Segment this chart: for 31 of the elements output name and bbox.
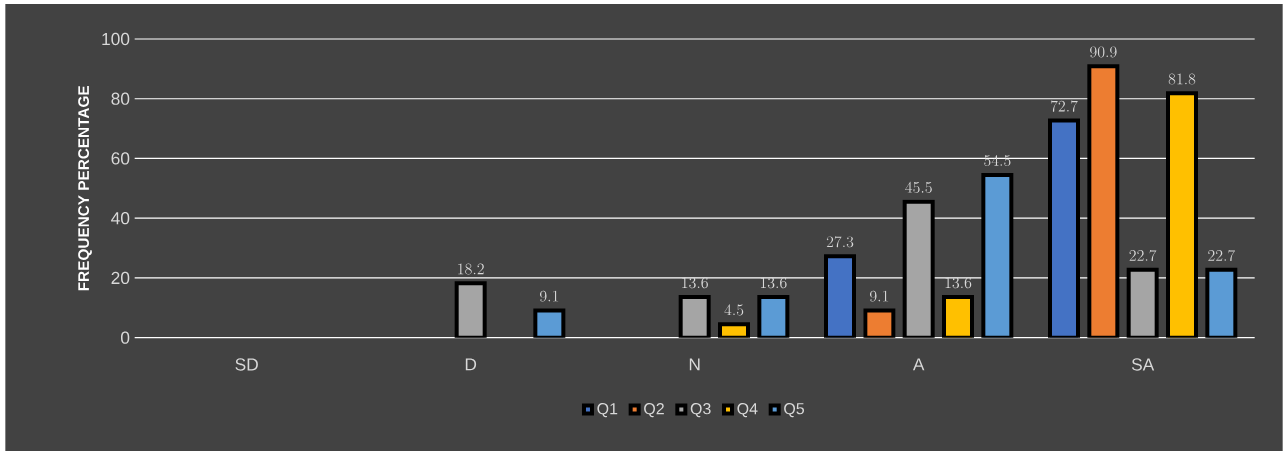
data-label: 22.7: [1208, 249, 1236, 262]
x-tick-label: SD: [235, 358, 258, 371]
data-label: 45.5: [905, 181, 932, 193]
data-label: 4.5: [724, 304, 744, 316]
y-tick-label: 100: [102, 32, 130, 46]
legend-label: Q1: [597, 403, 618, 418]
y-tick-label: 60: [111, 152, 130, 165]
data-label: 9. 1: [539, 290, 559, 302]
data-label: 13.6: [760, 277, 787, 289]
y-tick-label: 40: [111, 212, 130, 225]
x-tick-label: D: [465, 358, 477, 371]
legend-label: Q4: [737, 403, 758, 418]
y-tick-label: 80: [111, 92, 130, 105]
data-label: 90.9: [1090, 46, 1117, 58]
data-label: 72.7: [1050, 100, 1078, 112]
y-tick-label: 0: [120, 331, 130, 344]
y-axis-title: FREQUENCY PERCENTAGE: [78, 86, 92, 291]
legend-label: Q2: [644, 403, 664, 418]
data-label: 18.2: [458, 263, 484, 275]
data-label: 13.6: [945, 277, 972, 289]
data-label: 27.3: [826, 236, 854, 248]
x-tick-label: A: [912, 358, 925, 371]
legend-label: Q5: [784, 403, 805, 418]
data-label: 81 .8: [1168, 73, 1196, 85]
data-label: 22.7: [1129, 249, 1157, 262]
x-tick-label: SA: [1131, 358, 1155, 371]
x-tick-label: N: [689, 358, 700, 371]
data-label: 9. 1: [869, 290, 889, 302]
legend-label: Q3: [690, 403, 711, 418]
y-tick-label: 20: [111, 271, 130, 285]
data-label: 13.6: [682, 277, 708, 289]
